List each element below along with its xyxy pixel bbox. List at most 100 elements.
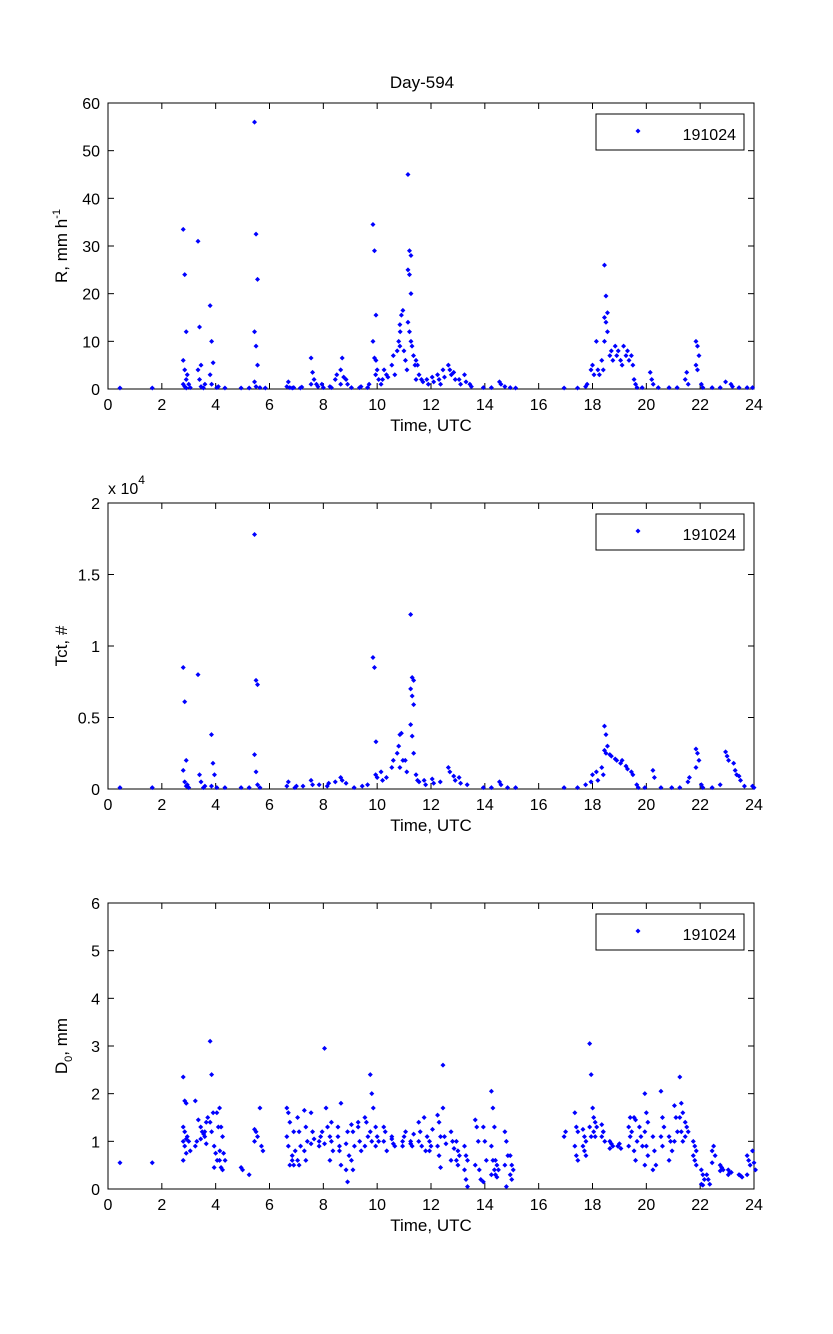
y-tick-label: 1: [91, 1134, 100, 1151]
data-point: [117, 785, 123, 791]
x-tick-label: 14: [476, 797, 494, 814]
legend-box: [595, 913, 745, 951]
data-point: [416, 372, 422, 378]
data-point: [284, 1134, 290, 1140]
data-point: [709, 1148, 715, 1154]
x-tick-label: 24: [745, 397, 763, 414]
data-point: [258, 1143, 264, 1149]
data-point: [502, 384, 508, 390]
data-point: [183, 757, 189, 763]
data-point: [186, 785, 192, 791]
data-point: [295, 1115, 301, 1120]
x-tick-label: 10: [368, 1197, 386, 1214]
data-point: [700, 385, 706, 391]
data-point: [221, 1150, 227, 1156]
data-point: [583, 1153, 589, 1159]
data-point: [612, 343, 618, 349]
data-point: [494, 1174, 500, 1180]
x-tick-label: 0: [104, 397, 113, 414]
data-point: [405, 267, 411, 273]
data-point: [436, 376, 442, 382]
data-point: [482, 1138, 488, 1144]
data-point: [650, 381, 656, 387]
data-point: [693, 338, 699, 344]
data-point: [257, 385, 263, 391]
data-point: [498, 782, 504, 788]
data-point: [452, 376, 458, 382]
data-point: [222, 785, 228, 791]
data-point: [495, 1167, 501, 1173]
data-point: [350, 1129, 356, 1135]
data-point: [673, 1115, 679, 1120]
data-point: [408, 291, 414, 297]
data-point: [440, 367, 446, 373]
data-point: [238, 385, 244, 391]
data-point: [709, 385, 715, 391]
data-point: [300, 783, 306, 789]
data-point: [693, 362, 699, 368]
data-point: [573, 1153, 579, 1159]
data-point: [408, 612, 414, 618]
data-point: [323, 1105, 329, 1111]
data-point: [413, 376, 419, 382]
data-point: [420, 379, 426, 385]
data-point: [362, 1143, 368, 1149]
data-point: [458, 780, 464, 786]
data-point: [431, 780, 437, 786]
data-point: [686, 775, 692, 781]
data-point: [380, 777, 386, 783]
data-point: [583, 782, 589, 788]
data-point: [322, 1141, 328, 1147]
data-point: [736, 773, 742, 779]
data-point: [318, 1134, 324, 1140]
data-point: [590, 362, 595, 368]
data-point: [750, 1148, 755, 1154]
data-point: [685, 1129, 691, 1135]
data-point: [406, 248, 412, 254]
data-point: [284, 1105, 290, 1111]
data-point: [669, 785, 675, 791]
data-point: [390, 757, 396, 763]
data-point: [220, 1134, 226, 1140]
data-point: [453, 1138, 459, 1144]
data-point: [183, 385, 189, 391]
data-point: [456, 775, 462, 781]
data-point: [416, 1119, 422, 1125]
data-point: [650, 767, 656, 773]
data-point: [658, 1134, 664, 1140]
x-axis-label: Time, UTC: [390, 816, 472, 835]
data-point: [373, 357, 379, 363]
data-point: [607, 353, 613, 359]
data-point: [401, 348, 407, 354]
data-point: [197, 376, 203, 382]
data-point: [339, 355, 345, 361]
data-point: [289, 1157, 295, 1163]
axes-box: [107, 502, 755, 790]
data-point: [398, 730, 404, 736]
x-tick-label: 14: [476, 1197, 494, 1214]
data-point: [591, 1115, 597, 1120]
data-point: [729, 384, 735, 390]
data-point: [252, 752, 258, 758]
data-point: [592, 1134, 598, 1140]
data-point: [195, 238, 201, 244]
y-tick-label: 1: [91, 639, 100, 656]
data-point: [374, 775, 380, 781]
data-point: [624, 766, 630, 772]
data-point: [645, 1119, 651, 1125]
data-point: [320, 385, 326, 391]
data-point: [666, 385, 672, 391]
data-point: [445, 362, 451, 368]
data-point: [343, 1141, 349, 1147]
data-point: [209, 1072, 215, 1078]
data-point: [285, 1110, 291, 1116]
data-point: [117, 385, 123, 391]
legend-marker: [635, 928, 641, 934]
data-point: [198, 362, 204, 368]
x-tick-label: 10: [368, 797, 386, 814]
data-point: [450, 1138, 456, 1144]
data-point: [423, 782, 429, 788]
x-tick-label: 24: [745, 797, 763, 814]
series-191024: [117, 1038, 758, 1190]
data-point: [440, 1062, 446, 1068]
